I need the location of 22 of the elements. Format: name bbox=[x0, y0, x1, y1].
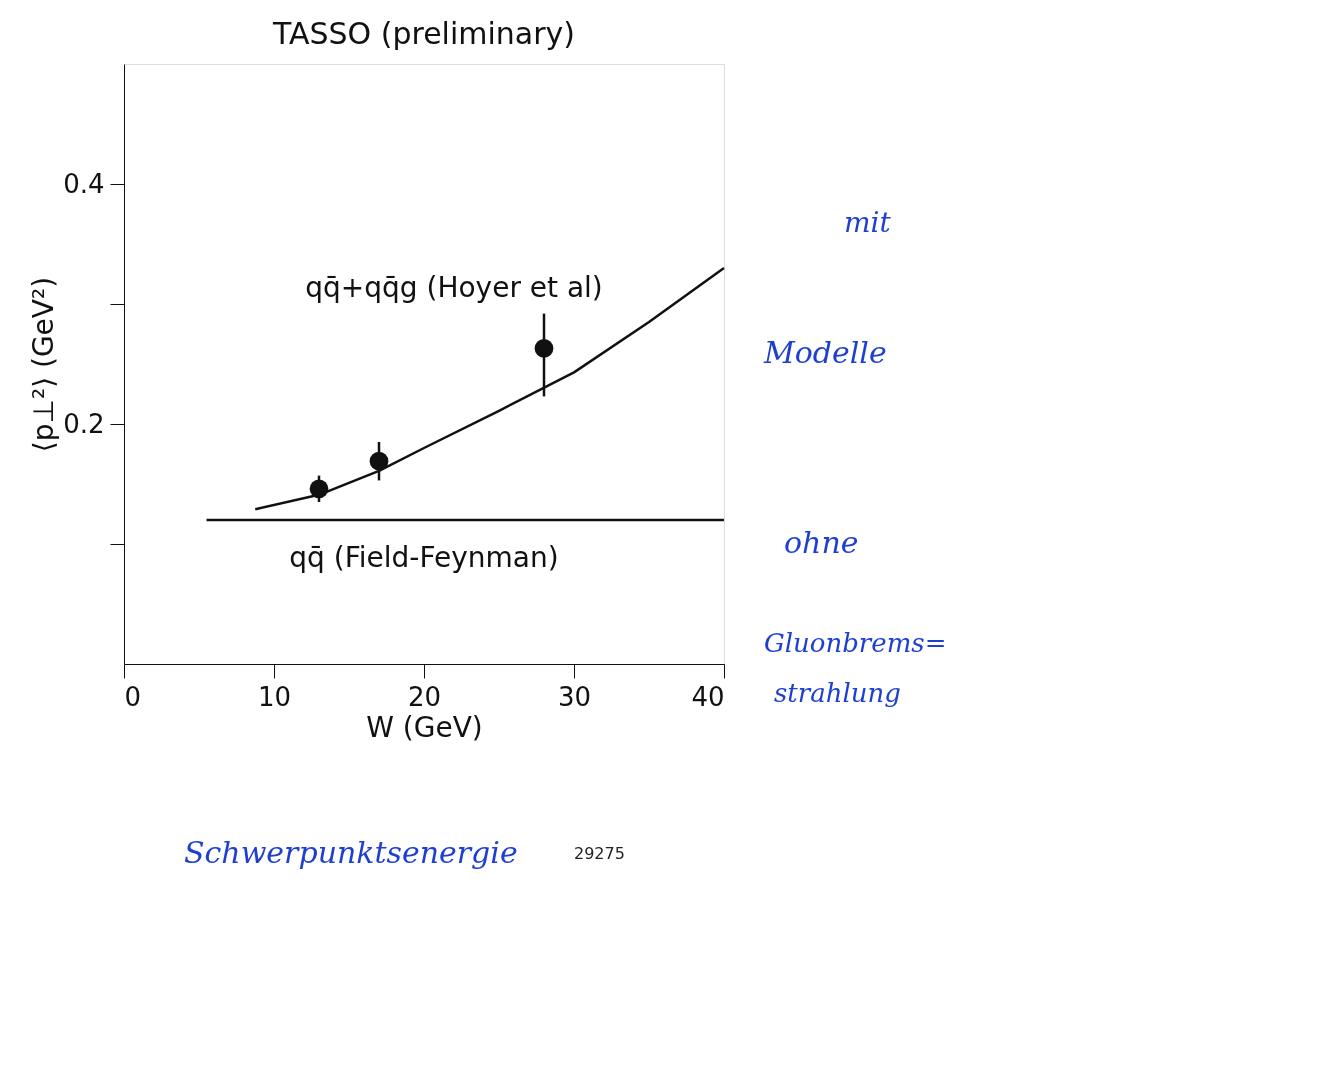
line-series bbox=[254, 266, 726, 511]
text: Modelle bbox=[763, 335, 887, 370]
x-tick-label: 20 bbox=[407, 681, 442, 712]
text: mit bbox=[844, 206, 892, 239]
point bbox=[369, 451, 389, 471]
text: Gluonbrems= bbox=[764, 628, 947, 658]
chart-title: TASSO (preliminary) bbox=[271, 16, 576, 51]
series-label: qq̄+qq̄g (Hoyer et al) bbox=[305, 271, 603, 304]
x-axis-title: W (GeV) bbox=[366, 710, 483, 744]
x-tick-label: 40 bbox=[691, 681, 725, 712]
x-tick-label: 30 bbox=[557, 681, 592, 712]
y-tick-label: 0.4 bbox=[63, 168, 105, 199]
text: Schwerpunktsenergie bbox=[184, 835, 518, 870]
series-label: qq̄ (Field-Feynman) bbox=[289, 541, 559, 574]
y-axis-title: ⟨p⊥²⟩ (GeV²) bbox=[27, 276, 61, 453]
text: 29275 bbox=[574, 844, 625, 863]
text: strahlung bbox=[774, 678, 901, 708]
point bbox=[534, 339, 554, 358]
x-tick-label: 0 bbox=[124, 681, 142, 712]
y-tick-label: 0.2 bbox=[63, 408, 105, 439]
x-tick-label: 10 bbox=[257, 681, 292, 712]
text: ohne bbox=[784, 525, 859, 560]
